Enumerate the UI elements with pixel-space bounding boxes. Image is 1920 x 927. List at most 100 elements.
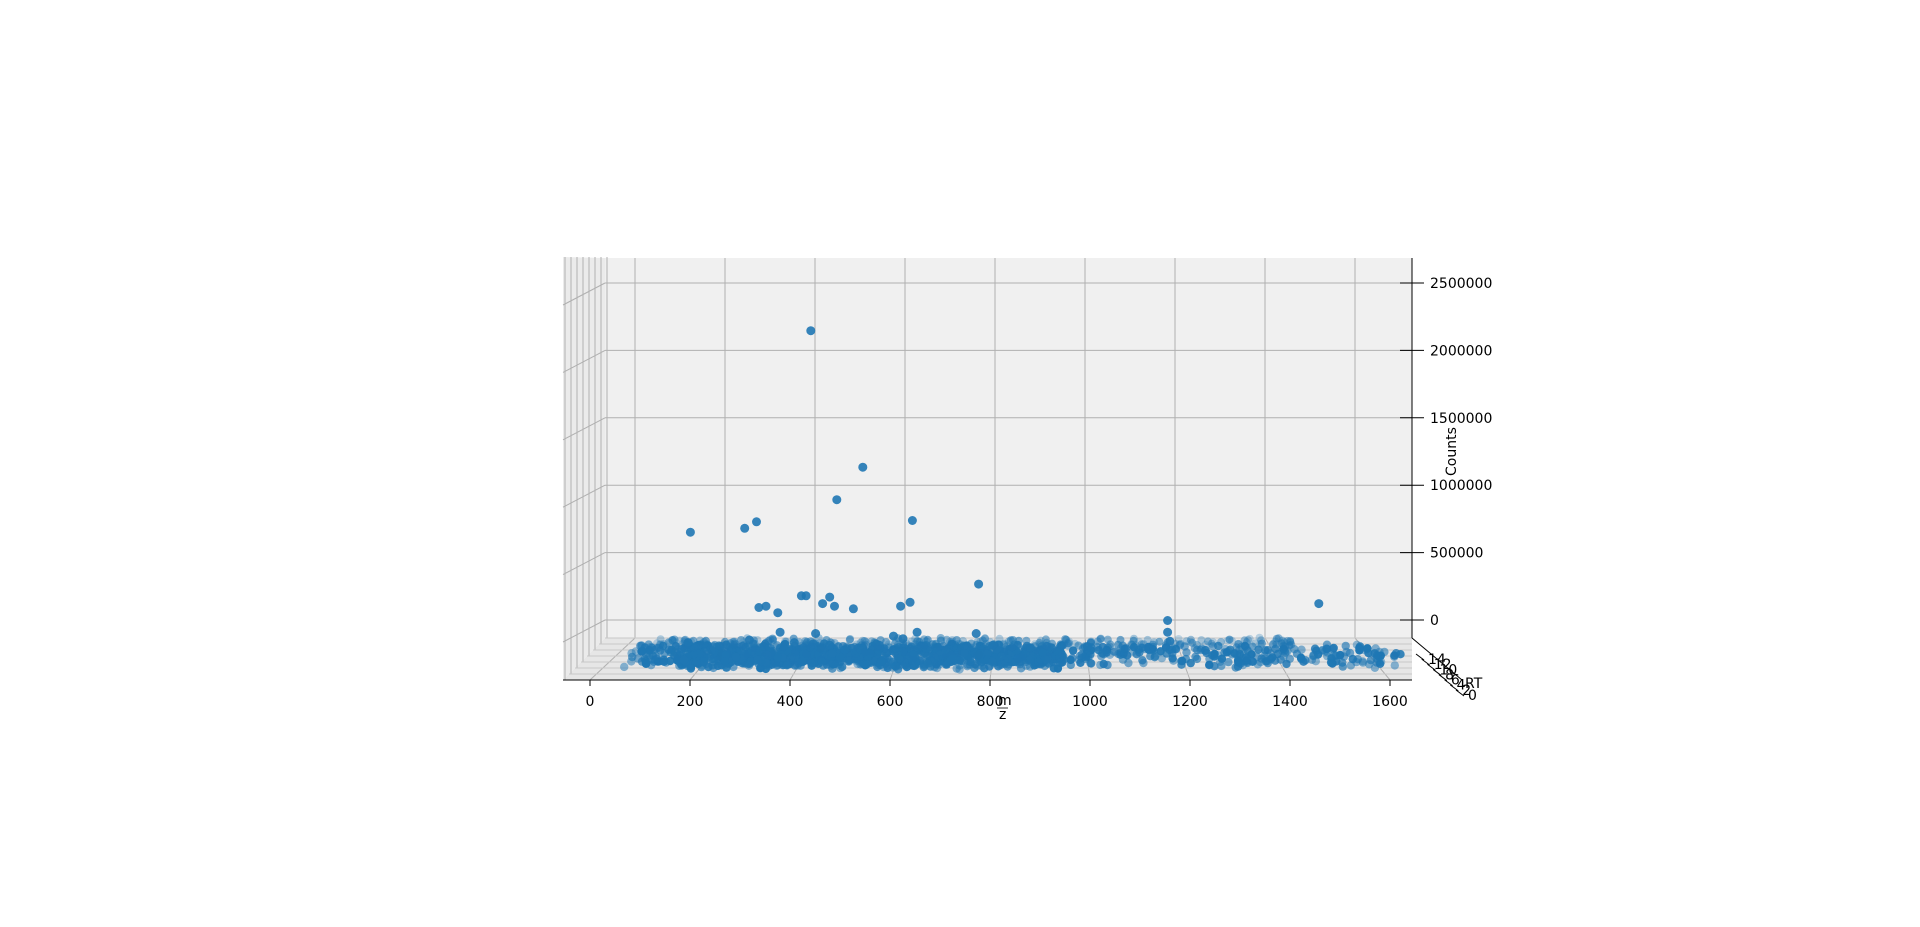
data-point bbox=[905, 597, 915, 607]
x-tick-label: 1000 bbox=[1072, 694, 1108, 710]
data-point bbox=[1093, 642, 1102, 652]
data-point bbox=[1376, 657, 1386, 666]
data-point bbox=[749, 643, 758, 652]
data-point bbox=[791, 647, 800, 656]
data-point bbox=[1226, 645, 1235, 654]
data-point bbox=[932, 639, 941, 648]
data-point bbox=[1034, 657, 1043, 667]
data-point bbox=[948, 654, 957, 663]
data-point bbox=[1205, 654, 1214, 663]
z-tick-label: 1500000 bbox=[1430, 411, 1492, 427]
data-point bbox=[1297, 654, 1306, 664]
data-point bbox=[1286, 637, 1295, 645]
data-point bbox=[1326, 658, 1336, 667]
y-tick-label: 4 bbox=[1457, 678, 1466, 694]
data-point bbox=[719, 641, 728, 650]
data-point bbox=[1209, 638, 1217, 647]
data-point bbox=[744, 661, 754, 670]
data-point bbox=[907, 637, 916, 646]
data-point bbox=[659, 640, 668, 648]
data-point bbox=[977, 658, 986, 667]
data-point bbox=[1281, 642, 1290, 651]
back-pane bbox=[605, 258, 1412, 638]
data-point bbox=[860, 637, 869, 645]
data-point bbox=[1008, 643, 1016, 652]
data-point bbox=[1008, 643, 1017, 652]
data-point bbox=[825, 592, 835, 602]
data-points bbox=[620, 326, 1405, 674]
data-point bbox=[685, 527, 695, 537]
data-point bbox=[1207, 639, 1216, 648]
data-point bbox=[720, 657, 730, 666]
data-point bbox=[1279, 641, 1288, 650]
data-point bbox=[816, 644, 825, 653]
data-point bbox=[778, 653, 787, 662]
side-grid-line-z bbox=[562, 484, 606, 508]
y-tick-label: 2 bbox=[1462, 683, 1471, 699]
data-point bbox=[1297, 645, 1306, 654]
data-point bbox=[1009, 636, 1017, 644]
data-point bbox=[754, 603, 764, 612]
data-point bbox=[763, 650, 772, 659]
data-point bbox=[1096, 660, 1105, 670]
data-point bbox=[779, 643, 788, 652]
data-point bbox=[753, 636, 762, 644]
data-point bbox=[1110, 647, 1119, 656]
y-tick-mark bbox=[1427, 663, 1436, 671]
data-point bbox=[744, 635, 754, 645]
data-point bbox=[1068, 646, 1078, 655]
data-point bbox=[1253, 660, 1263, 669]
data-point bbox=[988, 640, 998, 650]
data-point bbox=[959, 636, 967, 645]
data-point bbox=[1096, 635, 1105, 644]
data-point bbox=[1180, 642, 1189, 651]
data-point bbox=[1186, 635, 1195, 644]
data-point bbox=[1252, 652, 1262, 662]
data-point bbox=[1063, 641, 1072, 650]
y-tick-label: 14 bbox=[1428, 652, 1446, 668]
data-point bbox=[1223, 636, 1232, 645]
data-point bbox=[1127, 640, 1136, 649]
data-point bbox=[633, 654, 643, 663]
data-point bbox=[874, 640, 884, 650]
data-point bbox=[773, 608, 783, 618]
data-point bbox=[1174, 635, 1183, 643]
data-point bbox=[866, 649, 875, 658]
data-point bbox=[852, 640, 861, 649]
data-point bbox=[731, 652, 741, 662]
y-tick-label: 10 bbox=[1439, 662, 1457, 678]
data-point bbox=[1013, 654, 1022, 663]
data-point bbox=[700, 657, 709, 666]
data-point bbox=[1276, 655, 1285, 664]
z-tick-label: 2000000 bbox=[1430, 343, 1492, 359]
data-point bbox=[1352, 657, 1361, 667]
data-point bbox=[1038, 648, 1048, 657]
x-tick-label: 200 bbox=[677, 694, 704, 710]
data-point bbox=[922, 637, 931, 646]
data-point bbox=[1186, 638, 1195, 646]
data-point bbox=[1035, 638, 1044, 647]
data-point bbox=[1066, 655, 1075, 665]
data-point bbox=[1026, 643, 1035, 653]
z-axis-label: Counts bbox=[1444, 427, 1460, 476]
x-axis-label-text: m bbox=[998, 693, 1012, 709]
data-point bbox=[721, 651, 730, 660]
data-point bbox=[1165, 636, 1175, 646]
data-point bbox=[1257, 639, 1266, 648]
side-grid-line-z bbox=[562, 282, 606, 306]
data-point bbox=[1380, 647, 1389, 657]
y-tick-mark bbox=[1421, 658, 1431, 666]
data-point bbox=[1240, 636, 1249, 645]
data-point bbox=[807, 659, 816, 668]
y-tick-mark bbox=[1438, 674, 1448, 681]
data-point bbox=[945, 637, 954, 646]
data-point bbox=[974, 650, 983, 659]
data-point bbox=[802, 649, 811, 658]
data-point bbox=[808, 639, 818, 649]
x-tick-label: 1600 bbox=[1372, 694, 1408, 710]
data-point bbox=[753, 655, 762, 665]
data-point bbox=[1074, 641, 1083, 650]
x-tick-label: 1200 bbox=[1172, 694, 1208, 710]
data-point bbox=[1055, 653, 1064, 662]
data-point bbox=[1120, 644, 1129, 653]
